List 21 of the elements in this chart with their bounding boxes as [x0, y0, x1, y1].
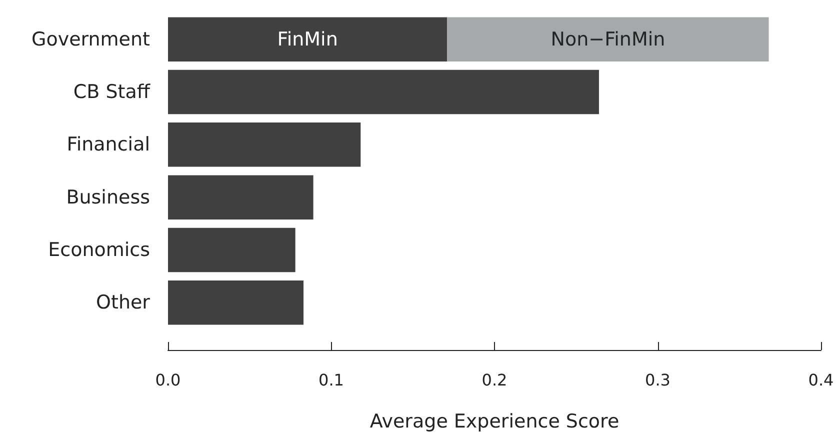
- bar: [168, 17, 448, 62]
- y-tick-label: Financial: [66, 134, 150, 156]
- bar: [447, 17, 769, 62]
- y-tick-label: Business: [66, 186, 150, 208]
- series-label: FinMin: [277, 28, 338, 50]
- y-tick-label: Economics: [48, 239, 150, 261]
- x-tick-label: 0.0: [155, 370, 181, 390]
- x-axis-title: Average Experience Score: [370, 410, 620, 432]
- bar: [168, 228, 296, 272]
- x-tick-label: 0.1: [318, 370, 344, 390]
- bar: [168, 280, 304, 325]
- x-tick-label: 0.3: [645, 370, 670, 390]
- bar: [168, 175, 314, 220]
- x-tick-label: 0.4: [808, 370, 834, 390]
- series-label: Non−FinMin: [550, 28, 666, 50]
- y-tick-label: Government: [32, 28, 150, 50]
- y-tick-label: Other: [96, 292, 150, 314]
- x-tick-label: 0.2: [482, 370, 508, 390]
- y-tick-label: CB Staff: [73, 81, 151, 103]
- bar: [168, 70, 599, 114]
- bar: [168, 122, 361, 167]
